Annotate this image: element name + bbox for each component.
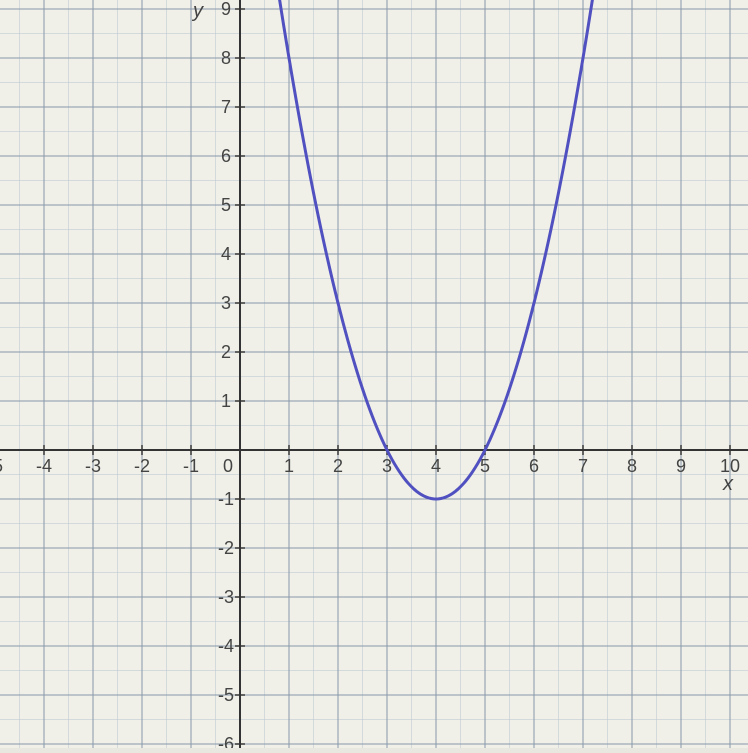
y-tick-label: 3 (221, 293, 231, 313)
y-tick-label: 1 (221, 391, 231, 411)
y-tick-label: -6 (218, 734, 234, 748)
y-tick-label: 6 (221, 146, 231, 166)
x-tick-label: -2 (134, 456, 150, 476)
y-tick-label: -4 (218, 636, 234, 656)
x-tick-label: -3 (85, 456, 101, 476)
x-tick-label: 4 (431, 456, 441, 476)
y-tick-label: -5 (218, 685, 234, 705)
y-axis-label: y (191, 0, 204, 22)
y-tick-label: 4 (221, 244, 231, 264)
y-tick-label: -2 (218, 538, 234, 558)
x-tick-label: 8 (627, 456, 637, 476)
y-tick-label: 5 (221, 195, 231, 215)
x-tick-label: -5 (0, 456, 3, 476)
y-tick-label: 8 (221, 48, 231, 68)
x-tick-label: 6 (529, 456, 539, 476)
coordinate-plane: -5-4-3-2-1012345678910-6-5-4-3-2-1123456… (0, 0, 748, 748)
x-tick-label: 9 (676, 456, 686, 476)
x-tick-label: -1 (183, 456, 199, 476)
y-tick-label: -1 (218, 489, 234, 509)
y-tick-label: 9 (221, 0, 231, 19)
y-tick-label: 7 (221, 97, 231, 117)
grid-background (0, 0, 748, 748)
y-tick-label: -3 (218, 587, 234, 607)
y-tick-label: 2 (221, 342, 231, 362)
x-tick-label: 1 (284, 456, 294, 476)
x-tick-label: 2 (333, 456, 343, 476)
x-tick-label: -4 (36, 456, 52, 476)
x-tick-label: 7 (578, 456, 588, 476)
graph-container: -5-4-3-2-1012345678910-6-5-4-3-2-1123456… (0, 0, 748, 748)
x-axis-label: x (722, 473, 734, 495)
x-tick-label: 0 (223, 456, 233, 476)
